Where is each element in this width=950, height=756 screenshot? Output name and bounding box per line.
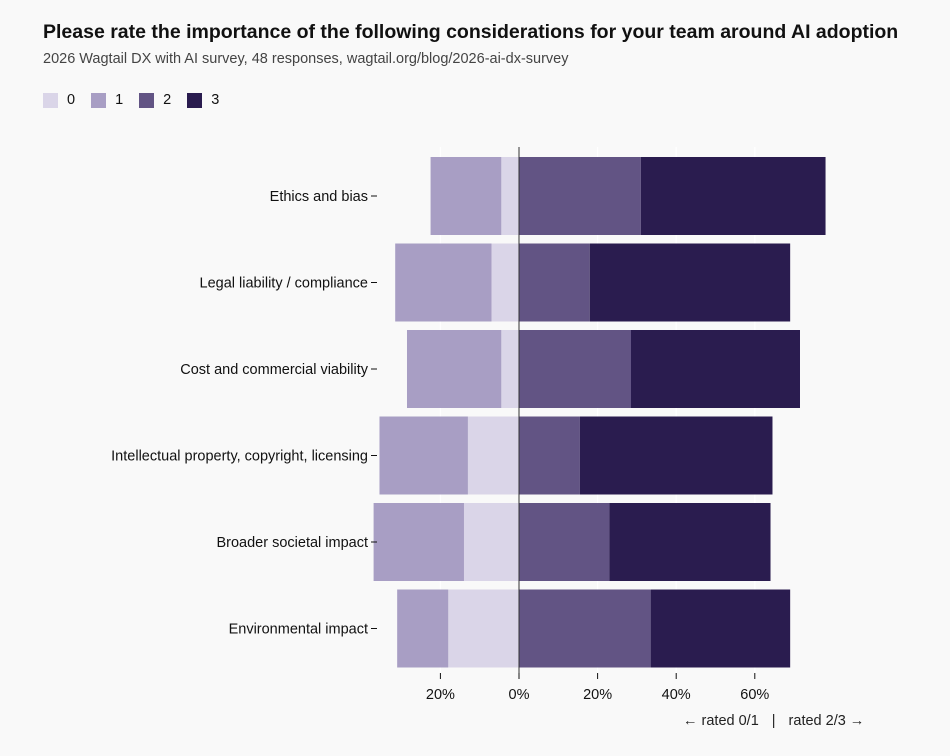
bar-2-series-2: [519, 330, 632, 408]
bar-3-series-3: [579, 416, 773, 495]
legend-label-1: 1: [115, 92, 124, 108]
chart-subtitle: 2026 Wagtail DX with AI survey, 48 respo…: [43, 51, 569, 67]
bar-5-series-0: [448, 589, 519, 668]
legend-item-3: 3: [187, 92, 219, 108]
bar-4-series-3: [609, 503, 771, 581]
x-tick-label-2: 20%: [583, 687, 612, 703]
x-tick-label-0: 20%: [426, 687, 455, 703]
bar-2-series-1: [406, 330, 502, 408]
x-tick-label-1: 0%: [509, 687, 530, 703]
legend-swatch-3: [187, 92, 203, 108]
bar-1-series-2: [519, 243, 590, 322]
x-tick-label-4: 60%: [740, 687, 769, 703]
bar-0-series-0: [501, 157, 519, 235]
legend-label-0: 0: [67, 92, 76, 108]
axis-note-right: rated 2/3 →: [788, 713, 865, 729]
bar-4-series-1: [373, 503, 464, 581]
legend-label-3: 3: [211, 92, 220, 108]
bar-4-series-2: [519, 503, 610, 581]
axis-note-separator: |: [771, 713, 776, 729]
bar-1-series-3: [589, 243, 791, 322]
bar-1-series-1: [395, 243, 492, 322]
category-label-4: Broader societal impact: [216, 535, 368, 551]
bar-2-series-0: [501, 330, 519, 408]
legend-label-2: 2: [163, 92, 172, 108]
bar-5-series-2: [519, 589, 651, 668]
category-label-1: Legal liability / compliance: [200, 276, 368, 292]
axis-note-left: ← rated 0/1: [683, 713, 759, 729]
category-label-3: Intellectual property, copyright, licens…: [111, 449, 368, 465]
bar-4-series-0: [463, 503, 519, 581]
bar-5-series-3: [650, 589, 791, 668]
bar-0-series-3: [640, 157, 826, 235]
bar-3-series-0: [467, 416, 519, 495]
bar-3-series-2: [519, 416, 580, 495]
legend-item-1: 1: [91, 92, 123, 108]
bar-2-series-3: [631, 330, 800, 408]
legend-swatch-1: [91, 92, 107, 108]
category-label-2: Cost and commercial viability: [180, 362, 369, 378]
bar-5-series-1: [397, 589, 449, 668]
bar-3-series-1: [379, 416, 468, 495]
category-label-0: Ethics and bias: [270, 189, 368, 205]
bar-0-series-1: [430, 157, 502, 235]
legend-item-0: 0: [43, 92, 75, 108]
bar-0-series-2: [519, 157, 641, 235]
x-tick-label-3: 40%: [662, 687, 691, 703]
bar-1-series-0: [491, 243, 519, 322]
legend: 0 1 2 3: [43, 92, 219, 108]
legend-item-2: 2: [139, 92, 171, 108]
legend-swatch-2: [139, 92, 155, 108]
axis-direction-note: ← rated 0/1 | rated 2/3 →: [683, 713, 864, 729]
category-label-5: Environmental impact: [229, 622, 368, 638]
chart-title: Please rate the importance of the follow…: [43, 21, 899, 43]
legend-swatch-0: [43, 92, 58, 108]
